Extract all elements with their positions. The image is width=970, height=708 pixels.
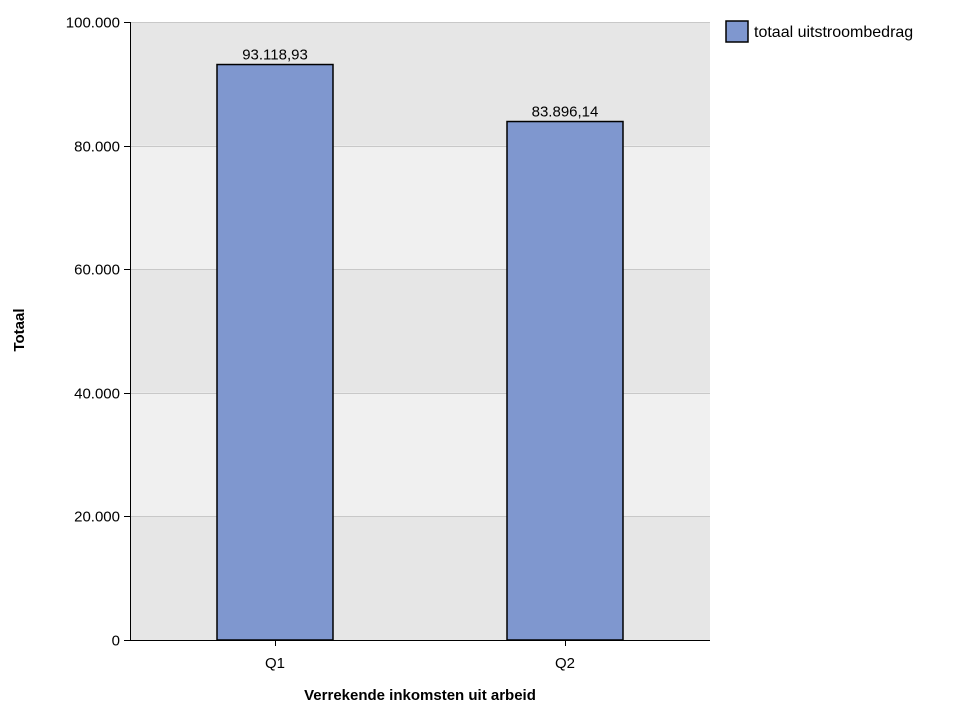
- x-axis-ticks: Q1 Q2: [265, 640, 575, 672]
- legend-label: totaal uitstroombedrag: [754, 24, 913, 41]
- y-tick-label: 60.000: [74, 262, 120, 279]
- legend: totaal uitstroombedrag: [725, 20, 913, 43]
- data-label-q2: 83.896,14: [532, 104, 599, 121]
- y-axis-title: Totaal: [11, 308, 28, 351]
- y-tick-label: 100.000: [66, 15, 120, 32]
- x-axis-title: Verrekende inkomsten uit arbeid: [304, 687, 536, 704]
- x-tick-label-q1: Q1: [265, 655, 285, 672]
- y-tick-label: 80.000: [74, 139, 120, 156]
- y-tick-label: 0: [112, 633, 120, 650]
- bar-q1: [216, 63, 334, 641]
- bar-q2: [506, 120, 624, 641]
- axes: [130, 22, 710, 641]
- data-labels: 93.118,93 83.896,14: [242, 47, 598, 121]
- y-tick-label: 20.000: [74, 509, 120, 526]
- legend-swatch: [725, 20, 749, 43]
- y-tick-label: 40.000: [74, 386, 120, 403]
- y-axis-ticks: 0 20.000 40.000 60.000 80.000 100.000: [66, 15, 130, 650]
- bars: [216, 63, 624, 641]
- x-tick-label-q2: Q2: [555, 655, 575, 672]
- data-label-q1: 93.118,93: [242, 47, 308, 64]
